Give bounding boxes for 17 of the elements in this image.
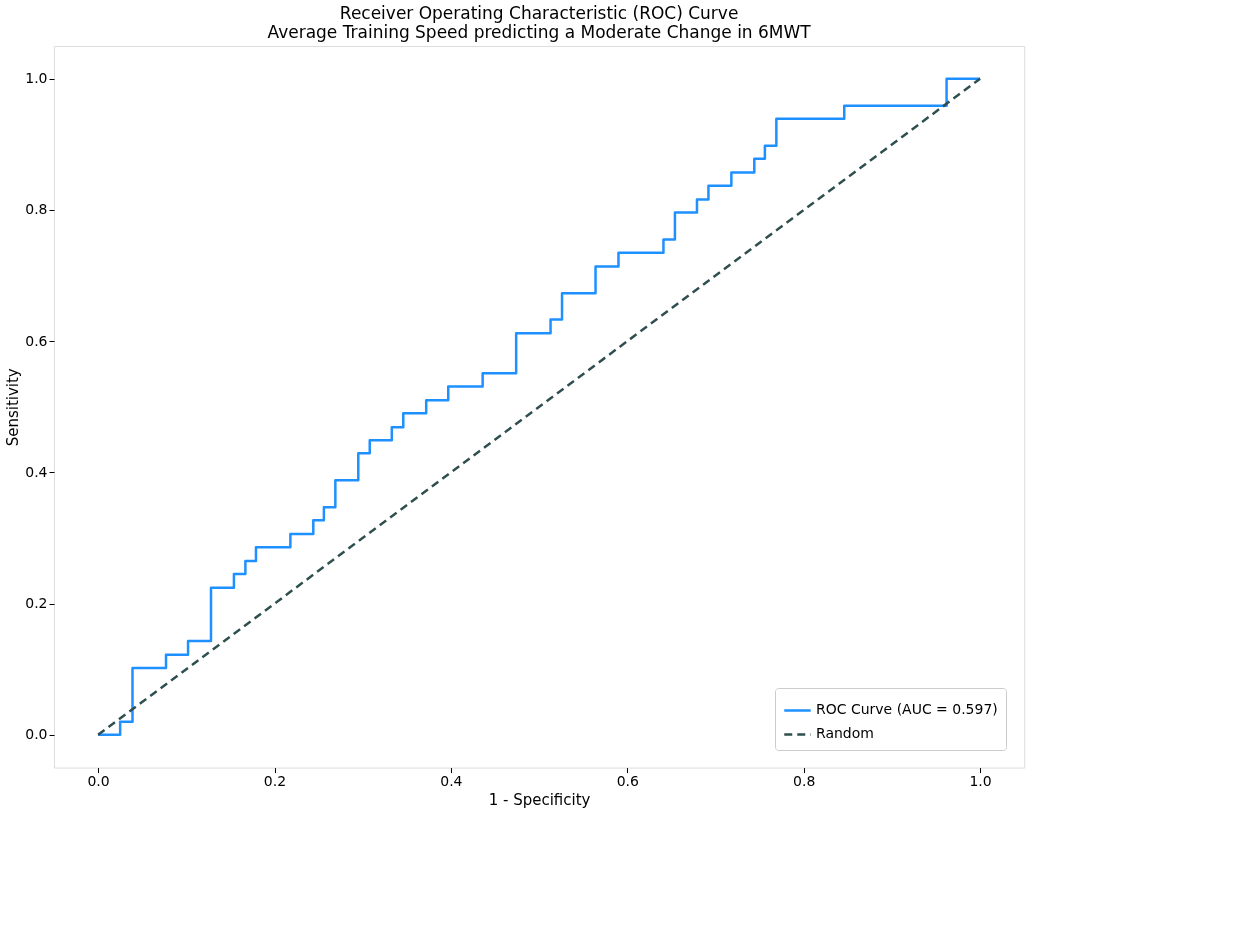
y-tick-label: 0.2 xyxy=(25,595,48,612)
y-tick-label: 0.8 xyxy=(25,201,48,218)
y-tick-label: 0.6 xyxy=(25,332,48,349)
x-tick-label: 0.8 xyxy=(793,773,816,790)
chart-title: Receiver Operating Characteristic (ROC) Curve Average Training Speed predicting a Moderate Change in 6MWT xyxy=(267,3,812,42)
x-tick-label: 0.0 xyxy=(87,773,110,790)
x-tick-label: 1.0 xyxy=(969,773,992,790)
y-tick-label: 0.4 xyxy=(25,463,48,480)
y-axis-title: Sensitivity xyxy=(4,368,23,447)
x-tick-label: 0.6 xyxy=(616,773,640,790)
y-tick-label: 0.0 xyxy=(25,726,48,743)
legend-label: ROC Curve (AUC = 0.597) xyxy=(815,701,998,718)
x-axis-title: 1 - Specificity xyxy=(488,791,591,810)
x-tick-label: 0.4 xyxy=(440,773,463,790)
x-tick-label: 0.2 xyxy=(263,773,287,790)
y-tick-label: 1.0 xyxy=(25,70,48,87)
legend-label: Random xyxy=(815,725,874,742)
